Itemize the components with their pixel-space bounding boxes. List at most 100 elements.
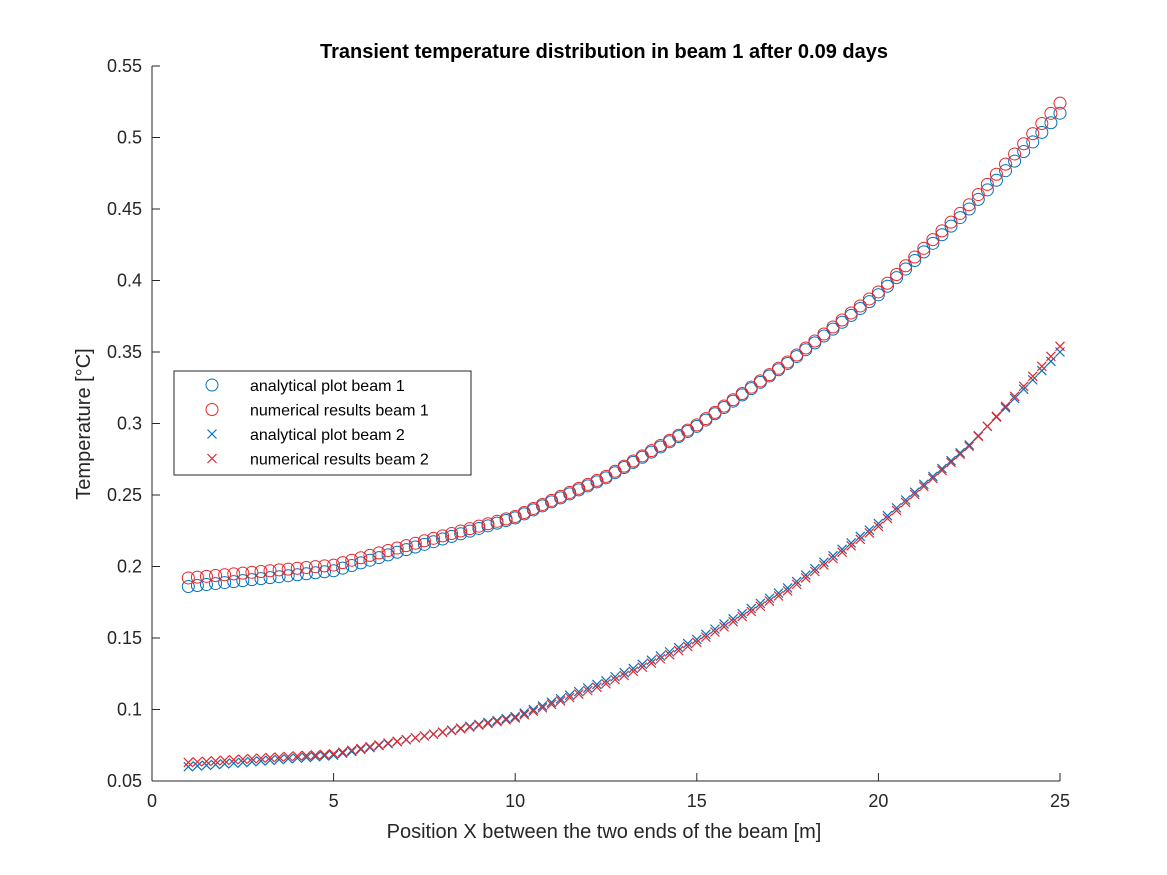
legend-label: analytical plot beam 2	[250, 427, 405, 444]
data-point	[746, 603, 757, 614]
data-point	[1053, 96, 1067, 110]
y-axis-label: Temperature [°C]	[73, 348, 95, 499]
x-tick-label: 20	[868, 791, 888, 811]
data-point	[700, 629, 711, 640]
data-point	[546, 697, 557, 708]
data-point	[846, 537, 857, 548]
data-point	[791, 579, 802, 590]
data-point	[601, 678, 611, 689]
data-point	[228, 758, 239, 769]
data-point	[710, 627, 720, 637]
data-point	[1045, 356, 1056, 367]
data-point	[219, 755, 230, 766]
data-point	[517, 505, 531, 519]
data-point	[882, 513, 893, 524]
data-point	[519, 708, 530, 718]
data-point	[728, 616, 739, 627]
data-point	[310, 749, 321, 760]
data-point	[573, 686, 584, 697]
data-point	[483, 717, 493, 728]
data-point	[410, 732, 421, 743]
data-point	[699, 412, 713, 426]
data-point	[419, 731, 430, 741]
data-point	[619, 667, 630, 678]
data-point	[308, 560, 322, 574]
data-point	[209, 569, 223, 583]
data-point	[372, 546, 386, 560]
data-point	[591, 682, 602, 693]
data-point	[610, 671, 621, 682]
data-point	[237, 754, 248, 765]
data-point	[546, 699, 557, 710]
data-point	[1044, 116, 1058, 130]
data-point	[319, 749, 330, 760]
data-point	[473, 719, 484, 730]
data-point	[1045, 351, 1056, 362]
data-point	[873, 521, 884, 532]
data-point	[1000, 402, 1011, 413]
data-point	[399, 539, 413, 553]
data-point	[637, 662, 648, 673]
data-point	[473, 720, 484, 731]
data-point	[564, 690, 575, 701]
y-tick-label: 0.35	[107, 342, 142, 362]
data-point	[454, 524, 468, 538]
y-tick-label: 0.3	[117, 414, 142, 434]
data-point	[855, 531, 866, 542]
data-point	[1026, 127, 1040, 141]
data-point	[209, 577, 223, 591]
data-point	[946, 455, 956, 466]
x-axis-label: Position X between the two ends of the b…	[387, 821, 822, 843]
data-point	[601, 675, 611, 686]
data-point	[246, 756, 257, 767]
data-point	[381, 548, 395, 562]
data-point	[691, 637, 702, 648]
data-point	[772, 361, 786, 375]
data-point	[181, 580, 195, 594]
data-point	[973, 431, 984, 442]
data-point	[664, 649, 675, 660]
y-tick-label: 0.25	[107, 485, 142, 505]
data-point	[201, 756, 212, 767]
legend-label: numerical results beam 2	[250, 452, 429, 469]
data-point	[646, 658, 657, 668]
data-point	[256, 756, 266, 766]
data-point	[764, 596, 775, 607]
y-tick-label: 0.15	[107, 628, 142, 648]
data-point	[1000, 401, 1011, 412]
data-point	[728, 613, 739, 624]
data-point	[646, 655, 657, 666]
data-point	[510, 711, 521, 722]
data-point	[328, 748, 339, 759]
data-point	[682, 641, 693, 652]
data-point	[537, 701, 548, 711]
data-point	[655, 651, 666, 661]
data-point	[328, 750, 339, 761]
x-tick-label: 0	[147, 791, 157, 811]
data-point	[364, 742, 375, 753]
data-point	[455, 723, 466, 734]
data-point	[989, 173, 1003, 187]
data-point	[719, 619, 729, 629]
data-point	[283, 753, 294, 764]
data-point	[899, 262, 913, 276]
data-point	[555, 693, 566, 704]
data-point	[755, 598, 766, 609]
data-point	[918, 479, 929, 490]
data-point	[337, 747, 348, 757]
data-point	[1044, 106, 1058, 120]
data-point	[691, 634, 702, 645]
data-point	[871, 288, 885, 302]
y-tick-label: 0.1	[117, 700, 142, 720]
data-point	[980, 177, 994, 191]
legend-item: numerical results beam 2	[207, 452, 429, 469]
data-point	[301, 750, 312, 761]
data-point	[891, 505, 902, 516]
data-point	[318, 559, 332, 573]
data-point	[682, 638, 693, 649]
data-point	[363, 548, 377, 562]
legend-marker	[207, 429, 217, 439]
data-point	[218, 576, 232, 590]
data-point	[800, 570, 811, 581]
